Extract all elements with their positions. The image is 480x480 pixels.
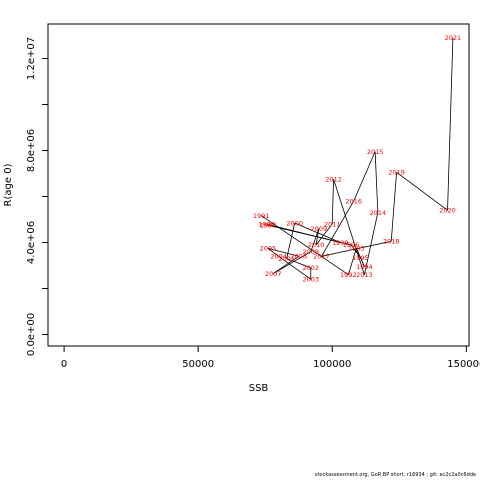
point-label-1996: 1996	[343, 241, 360, 249]
series-segment	[267, 247, 279, 257]
series-segment	[353, 151, 376, 202]
series-segment	[273, 251, 311, 274]
point-label-2005: 2005	[260, 245, 277, 253]
series-segment	[350, 244, 361, 258]
series-segment	[260, 215, 349, 276]
point-label-2003: 2003	[303, 276, 320, 284]
point-label-2015: 2015	[367, 148, 384, 156]
point-label-2018: 2018	[383, 238, 400, 246]
series-segment	[396, 172, 448, 211]
point-label-2011: 2011	[324, 220, 341, 228]
point-label-2019: 2019	[388, 169, 405, 177]
series-segment	[374, 151, 379, 213]
x-tick-label: 50000	[182, 359, 214, 370]
plot-frame	[47, 23, 470, 347]
series-segment	[331, 179, 334, 225]
series-segment	[321, 200, 355, 257]
point-label-2016: 2016	[345, 197, 362, 205]
point-label-2009: 2009	[311, 225, 328, 233]
y-tick-label: 1.2e+07	[26, 37, 37, 80]
point-label-2006: 2006	[290, 253, 307, 261]
series-segment	[267, 247, 299, 257]
point-label-1994: 1994	[356, 263, 373, 271]
y-axis: 0.0e+00 4.0e+06 8.0e+06 1.2e+07	[26, 37, 49, 356]
series-segment	[333, 179, 365, 275]
x-tick-label: 0	[61, 359, 67, 370]
point-label-2012: 2012	[325, 176, 342, 184]
series-segment	[266, 223, 341, 243]
point-label-1999: 1999	[332, 239, 349, 247]
footer-credit: stockassessment.org, GoR BP short, r1693…	[314, 472, 476, 478]
point-label-2001: 2001	[278, 255, 295, 263]
point-label-2017: 2017	[313, 253, 330, 261]
series-segment	[315, 223, 333, 246]
series-segment	[390, 172, 397, 242]
series-segment	[315, 228, 320, 245]
series-segment	[364, 212, 379, 275]
point-label-2020: 2020	[439, 207, 456, 215]
point-label-2004: 2004	[270, 253, 287, 261]
series-segment	[360, 257, 365, 267]
series-segment	[286, 222, 296, 259]
series-segment	[310, 228, 320, 252]
y-tick-label: 8.0e+06	[26, 129, 37, 172]
series-segment	[347, 248, 357, 275]
series-segment	[321, 240, 392, 257]
point-label-1993: 1993	[348, 245, 365, 253]
point-label-2021: 2021	[445, 34, 462, 42]
point-label-2010: 2010	[308, 241, 325, 249]
series-segment	[447, 37, 454, 211]
series-line	[260, 37, 454, 280]
point-label-1991: 1991	[253, 212, 270, 220]
point-label-2008: 2008	[303, 248, 320, 256]
x-axis-label: SSB	[249, 383, 269, 394]
y-tick-label: 0.0e+00	[26, 313, 37, 356]
y-tick-label: 4.0e+06	[26, 221, 37, 264]
series-segment	[278, 255, 312, 280]
point-label-1998: 1998	[258, 220, 275, 228]
point-label-1995: 1995	[352, 254, 369, 262]
y-axis-label: R(age 0)	[3, 163, 14, 206]
point-label-2002: 2002	[303, 264, 320, 272]
point-label-2014: 2014	[370, 209, 387, 217]
point-label-1992: 1992	[340, 271, 357, 279]
point-label-2000: 2000	[286, 219, 303, 227]
point-label-2013: 2013	[356, 271, 373, 279]
x-tick-label: 100000	[313, 359, 351, 370]
point-label-2007: 2007	[265, 270, 282, 278]
point-label-1997: 1997	[260, 222, 277, 230]
series-segment	[286, 258, 311, 269]
